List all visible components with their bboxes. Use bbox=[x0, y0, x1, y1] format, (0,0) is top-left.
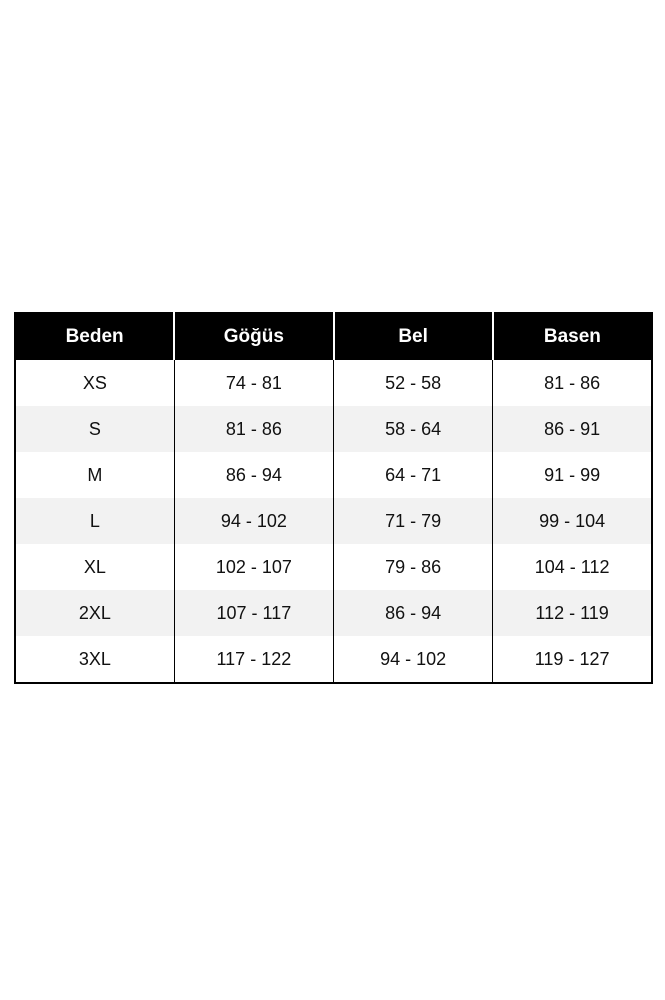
waist-range: 86 - 94 bbox=[333, 590, 494, 636]
hips-range: 86 - 91 bbox=[544, 418, 601, 439]
size-label: S bbox=[15, 406, 175, 452]
table-row-xs: XS 74 - 81 52 - 58 81 - 86 bbox=[15, 360, 652, 406]
column-header-size: Beden bbox=[15, 313, 176, 360]
column-header-chest: Göğüs bbox=[174, 313, 335, 360]
hips-range: 112 - 119 bbox=[535, 602, 609, 623]
size-label: M bbox=[15, 452, 175, 498]
size-label: L bbox=[15, 498, 175, 544]
waist-range: 64 - 71 bbox=[333, 452, 494, 498]
hips-range: 91 - 99 bbox=[544, 464, 601, 485]
size-label: 3XL bbox=[15, 636, 175, 683]
chest-range: 74 - 81 bbox=[174, 360, 335, 406]
hips-range: 119 - 127 bbox=[534, 648, 610, 669]
chest-range: 107 - 117 bbox=[174, 590, 335, 636]
column-header-hips: Basen bbox=[492, 313, 652, 360]
table-row-xl: XL 102 - 107 79 - 86 104 - 112 bbox=[15, 544, 652, 590]
waist-range: 79 - 86 bbox=[333, 544, 494, 590]
table-body: XS 74 - 81 52 - 58 81 - 86 S 81 - 86 58 - 64 86… bbox=[15, 360, 652, 683]
table-head: Beden Göğüs Bel Basen bbox=[15, 313, 652, 360]
table-row-l: L 94 - 102 71 - 79 99 - 104 bbox=[15, 498, 652, 544]
waist-range: 94 - 102 bbox=[333, 636, 494, 683]
table-row-3xl: 3XL 117 - 122 94 - 102 119 - 127 bbox=[15, 636, 652, 683]
table-row-s: S 81 - 86 58 - 64 86 - 91 bbox=[15, 406, 652, 452]
size-label: 2XL bbox=[15, 590, 175, 636]
size-label: XS bbox=[15, 360, 175, 406]
hips-range: 104 - 112 bbox=[534, 556, 610, 577]
waist-range: 52 - 58 bbox=[333, 360, 494, 406]
chest-range: 94 - 102 bbox=[174, 498, 335, 544]
column-header-waist: Bel bbox=[333, 313, 494, 360]
table-header-row: Beden Göğüs Bel Basen bbox=[15, 313, 652, 360]
chest-range: 102 - 107 bbox=[174, 544, 335, 590]
chest-range: 117 - 122 bbox=[174, 636, 335, 683]
waist-range: 58 - 64 bbox=[333, 406, 494, 452]
table-row-2xl: 2XL 107 - 117 86 - 94 112 - 119 bbox=[15, 590, 652, 636]
waist-range: 71 - 79 bbox=[333, 498, 494, 544]
table-row-m: M 86 - 94 64 - 71 91 - 99 bbox=[15, 452, 652, 498]
size-chart-table: Beden Göğüs Bel Basen XS 74 - 81 52 - 58 81 - … bbox=[14, 312, 653, 684]
chest-range: 86 - 94 bbox=[174, 452, 335, 498]
chest-range: 81 - 86 bbox=[174, 406, 335, 452]
size-label: XL bbox=[15, 544, 175, 590]
hips-range: 99 - 104 bbox=[539, 510, 606, 531]
hips-range: 81 - 86 bbox=[544, 372, 601, 393]
